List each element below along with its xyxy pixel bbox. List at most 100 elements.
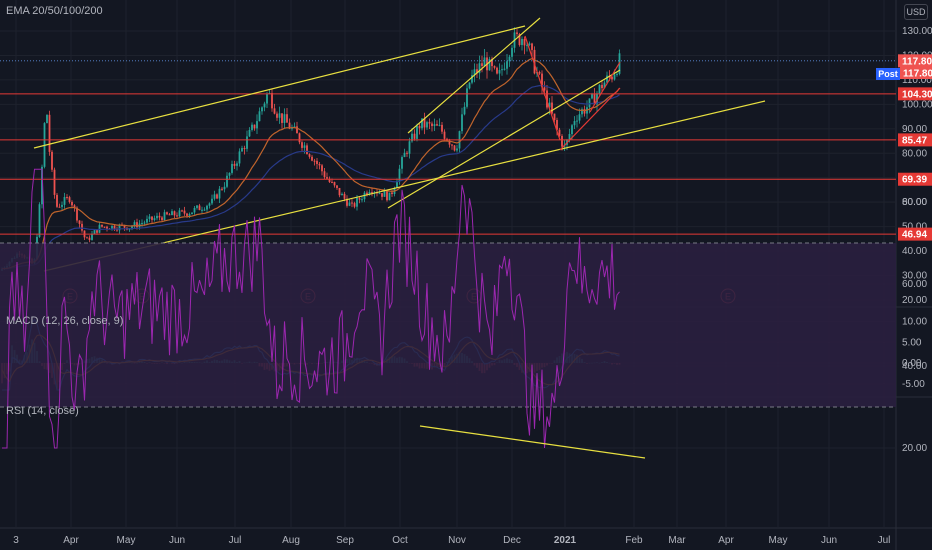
- time-tick-label: Aug: [282, 535, 300, 546]
- price-tick-label: 20.00: [902, 295, 927, 306]
- candle-body: [48, 114, 51, 152]
- candle-body: [276, 113, 278, 118]
- candle-body: [591, 94, 593, 99]
- macd-tick-label: 0.00: [902, 358, 922, 369]
- candle-body: [171, 211, 173, 216]
- candle-body: [461, 114, 463, 132]
- candle-body: [253, 124, 256, 129]
- candle-body: [551, 102, 553, 114]
- macd-tick-label: 5.00: [902, 337, 922, 348]
- candle-body: [58, 206, 61, 208]
- candle-body: [316, 160, 318, 164]
- candle-body: [286, 114, 288, 123]
- candle-body: [343, 193, 346, 199]
- candle-body: [226, 175, 228, 187]
- candle-body: [541, 73, 543, 88]
- price-tag: [898, 54, 932, 68]
- candle-body: [66, 196, 68, 198]
- candle-body: [463, 106, 466, 115]
- candle-body: [443, 131, 446, 139]
- candle-body: [548, 102, 551, 108]
- price-tick-label: 30.00: [902, 271, 927, 282]
- post-market-badge: Post: [876, 68, 900, 80]
- candle-body: [318, 163, 321, 166]
- candle-body: [61, 204, 63, 207]
- candle-body: [408, 141, 411, 154]
- candle-body: [448, 140, 451, 145]
- candle-body: [308, 154, 311, 157]
- trend-line-red[interactable]: [589, 61, 621, 113]
- candle-body: [521, 38, 523, 45]
- macd-pane-label: MACD (12, 26, close, 9): [6, 315, 123, 327]
- trend-line-red[interactable]: [559, 87, 621, 151]
- time-tick-label: Oct: [392, 535, 408, 546]
- trend-line[interactable]: [33, 25, 526, 149]
- time-tick-label: Mar: [668, 535, 686, 546]
- candle-body: [118, 224, 121, 231]
- candle-body: [508, 56, 511, 62]
- price-tick-label: 110.00: [902, 75, 932, 86]
- price-axis[interactable]: 20.0030.0040.0050.0060.0070.0080.0090.00…: [898, 26, 932, 454]
- candle-body: [523, 38, 526, 46]
- candle-body: [246, 136, 248, 149]
- candle-body: [298, 133, 301, 143]
- candle-body: [143, 222, 146, 224]
- candle-body: [466, 88, 468, 107]
- candle-body: [516, 32, 518, 34]
- candle-body: [476, 69, 478, 74]
- candle-body: [196, 205, 198, 208]
- candle-body: [41, 166, 43, 205]
- price-tick-label: 40.00: [902, 246, 927, 257]
- candle-body: [371, 192, 373, 194]
- candle-body: [98, 224, 101, 233]
- candle-body: [428, 122, 431, 124]
- candle-body: [328, 178, 331, 182]
- candle-body: [561, 135, 563, 147]
- candle-body: [581, 109, 583, 115]
- candle-body: [333, 182, 336, 186]
- candle-body: [101, 224, 103, 227]
- candle-body: [323, 171, 326, 178]
- candle-body: [281, 113, 283, 123]
- trend-line-red[interactable]: [524, 35, 561, 141]
- currency-badge[interactable]: USD: [904, 4, 928, 20]
- candle-body: [146, 218, 148, 223]
- candle-body: [53, 169, 56, 195]
- candle-body: [141, 223, 143, 225]
- candle-body: [243, 148, 246, 150]
- candle-body: [241, 148, 243, 152]
- candle-body: [468, 82, 471, 89]
- rsi-tick-label: 80.00: [902, 197, 927, 208]
- candle-body: [231, 163, 233, 173]
- candle-body: [236, 163, 238, 166]
- candle-body: [176, 215, 178, 217]
- candle-body: [78, 220, 81, 224]
- candle-body: [413, 133, 416, 139]
- price-tag-text: 117.80: [902, 56, 932, 67]
- time-tick-label: Apr: [63, 535, 79, 546]
- rsi-trend-line[interactable]: [419, 425, 646, 459]
- candle-body: [353, 203, 356, 207]
- trend-line[interactable]: [407, 17, 541, 134]
- candle-body: [451, 144, 453, 146]
- candle-body: [133, 222, 136, 227]
- candle-body: [546, 90, 548, 108]
- price-tick-label: 60.00: [902, 197, 927, 208]
- rsi-tick-label: 60.00: [902, 279, 927, 290]
- candle-body: [256, 121, 258, 129]
- candle-body: [203, 209, 206, 211]
- price-tag: [898, 227, 932, 241]
- candle-body: [418, 125, 421, 129]
- candle-body: [233, 163, 236, 166]
- candle-body: [221, 188, 223, 190]
- time-axis[interactable]: 3 Apr May Jun Jul Aug Sep Oct Nov Dec 2021 Feb Mar Ap…: [13, 535, 890, 546]
- trend-line[interactable]: [387, 69, 621, 209]
- candle-body: [553, 113, 556, 120]
- candle-body: [533, 49, 536, 74]
- candle-body: [398, 168, 401, 181]
- macd-tick-label: -5.00: [902, 379, 925, 390]
- candle-body: [483, 57, 486, 67]
- rsi-pane[interactable]: [0, 168, 896, 459]
- candle-body: [181, 210, 183, 212]
